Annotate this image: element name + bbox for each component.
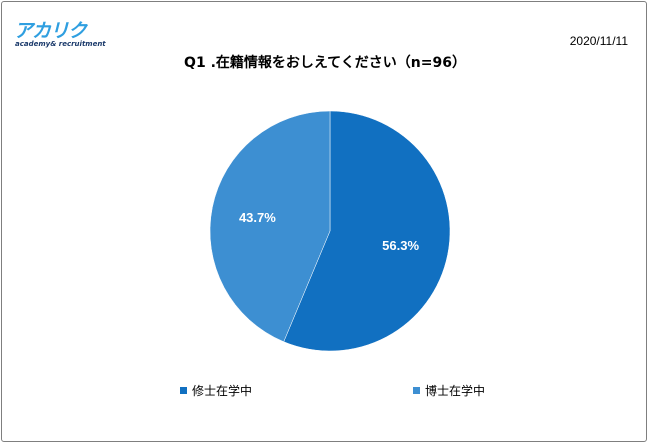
pie-label-1: 43.7% [239, 210, 276, 225]
legend-item-masters: 修士在学中 [180, 382, 252, 399]
pie-label-0: 56.3% [382, 238, 419, 253]
akariku-logo: アカリク academy& recruitment [14, 21, 114, 51]
pie-slice-0 [283, 110, 451, 352]
chart-title: Q1 .在籍情報をおしえてください（n=96） [184, 55, 466, 71]
legend-item-doctoral: 博士在学中 [413, 382, 485, 399]
legend-swatch-doctoral [413, 387, 420, 394]
date-label: 2020/11/11 [569, 34, 628, 48]
pie-slice-1 [209, 110, 331, 343]
legend-label-doctoral: 博士在学中 [425, 384, 486, 398]
legend-swatch-masters [180, 387, 187, 394]
logo-tagline: academy& recruitment [15, 40, 106, 48]
logo-wordmark: アカリク [14, 20, 87, 42]
legend-label-masters: 修士在学中 [192, 384, 253, 398]
